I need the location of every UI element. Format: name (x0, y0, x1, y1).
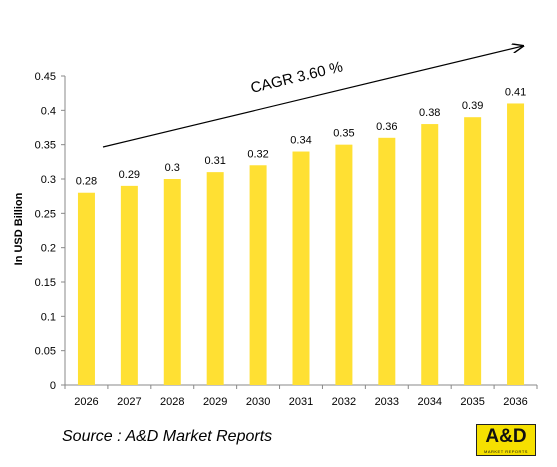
y-tick-label: 0.05 (35, 346, 56, 358)
x-tick-label: 2031 (289, 396, 313, 408)
cagr-annotation: CAGR 3.60 % (249, 58, 345, 97)
y-tick-label: 0.15 (35, 277, 56, 289)
y-tick-label: 0.4 (41, 105, 56, 117)
bar (120, 185, 138, 385)
bars: 0.28 0.29 0.3 0.31 0.32 0.34 0.35 0.36 0.38 0.39 0… (76, 86, 526, 386)
y-tick-label: 0.35 (35, 140, 56, 152)
data-label: 0.28 (76, 176, 97, 188)
ad-logo: A&D MARKET REPORTS (476, 424, 536, 456)
y-tick-label: 0.1 (41, 311, 56, 323)
y-tick-label: 0.2 (41, 243, 56, 255)
x-tick-label: 2035 (460, 396, 484, 408)
x-tick-label: 2028 (160, 396, 184, 408)
bar (464, 117, 482, 385)
x-tick-label: 2032 (332, 396, 356, 408)
data-label: 0.39 (462, 100, 483, 112)
y-tick-label: 0.45 (35, 71, 56, 83)
y-tick-label: 0.25 (35, 208, 56, 220)
data-label: 0.36 (376, 121, 397, 133)
x-tick-label: 2026 (74, 396, 98, 408)
bar (249, 165, 267, 385)
data-label: 0.3 (165, 162, 180, 174)
bar (378, 137, 396, 385)
source-caption: Source : A&D Market Reports (62, 428, 273, 445)
bar (206, 172, 224, 385)
data-label: 0.31 (204, 155, 225, 167)
y-tick-label: 0.3 (41, 174, 56, 186)
x-tick-label: 2027 (117, 396, 141, 408)
x-tick-label: 2036 (503, 396, 527, 408)
x-tick-label: 2030 (246, 396, 270, 408)
x-tick-label: 2034 (417, 396, 441, 408)
bar (292, 151, 310, 385)
y-axis-ticks: 0 0.05 0.1 0.15 0.2 0.25 0.3 0.35 0.4 0.45 (35, 71, 65, 392)
bar (335, 144, 353, 385)
bar (163, 179, 181, 385)
data-label: 0.34 (290, 135, 311, 147)
data-label: 0.29 (119, 169, 140, 181)
bar (77, 192, 95, 385)
cagr-arrow (102, 46, 523, 148)
bar-chart: 00.050.10.150.20.250.30.350.40.45 0.280.… (13, 0, 538, 408)
y-tick-label: 0 (50, 380, 56, 392)
bar (421, 124, 439, 386)
logo-text: A&D (485, 426, 527, 447)
x-tick-label: 2029 (203, 396, 227, 408)
data-label: 0.38 (419, 107, 440, 119)
logo-subtext: MARKET REPORTS (484, 449, 528, 454)
bar (507, 103, 525, 385)
data-label: 0.35 (333, 128, 354, 140)
data-label: 0.32 (247, 148, 268, 160)
x-axis-ticks: 2026 2027 2028 2029 2030 2031 2032 2033 2034 2035… (64, 385, 538, 408)
x-tick-label: 2033 (375, 396, 399, 408)
y-axis-label: In USD Billion (13, 192, 25, 265)
data-label: 0.41 (505, 86, 526, 98)
